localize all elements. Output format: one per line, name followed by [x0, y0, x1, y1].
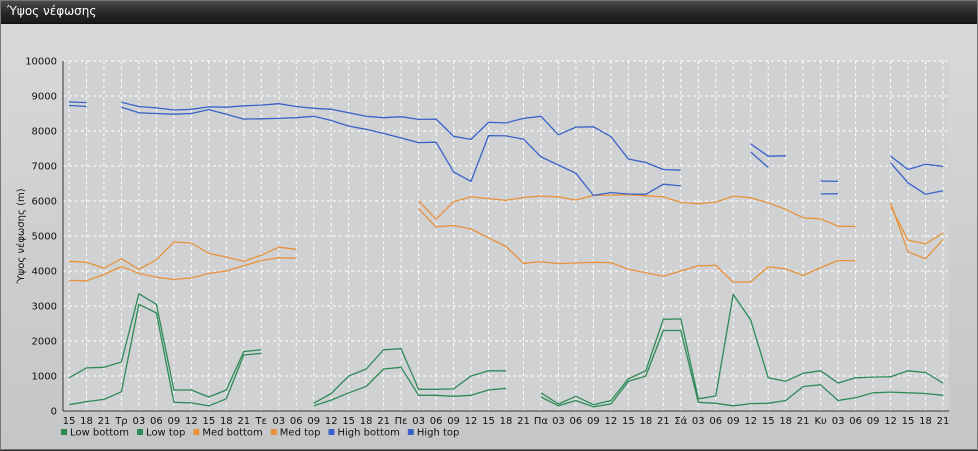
- legend-label: Med top: [280, 428, 321, 439]
- x-tick-label: 03: [412, 416, 425, 427]
- x-tick-label: 21: [237, 416, 250, 427]
- x-tick-label: 18: [220, 416, 233, 427]
- x-tick-label: 18: [360, 416, 373, 427]
- x-tick-label: 12: [884, 416, 897, 427]
- x-tick-label: 18: [80, 416, 93, 427]
- x-tick-label: 21: [657, 416, 670, 427]
- legend-label: Med bottom: [202, 428, 262, 439]
- x-tick-label: 12: [744, 416, 757, 427]
- legend-label: Low top: [146, 428, 185, 439]
- x-tick-label: 09: [587, 416, 600, 427]
- legend-swatch: [193, 429, 199, 435]
- series-line-segment: [69, 102, 87, 103]
- legend-swatch: [61, 429, 67, 435]
- x-tick-label: 09: [307, 416, 320, 427]
- x-tick-label: 18: [779, 416, 792, 427]
- x-tick-label: 06: [570, 416, 583, 427]
- x-tick-label: 03: [133, 416, 146, 427]
- x-tick-label: Πα: [534, 416, 549, 427]
- legend-label: High bottom: [338, 428, 400, 439]
- x-tick-label: 06: [849, 416, 862, 427]
- x-tick-label: 09: [447, 416, 460, 427]
- x-tick-label: 03: [272, 416, 285, 427]
- x-tick-label: 09: [867, 416, 880, 427]
- x-tick-label: 18: [639, 416, 652, 427]
- x-tick-label: 21: [98, 416, 111, 427]
- x-tick-label: Κυ: [814, 416, 827, 427]
- x-tick-label: 18: [919, 416, 932, 427]
- x-tick-label: 06: [150, 416, 163, 427]
- x-tick-label: 09: [727, 416, 740, 427]
- y-tick-label: 0: [51, 407, 57, 418]
- x-tick-label: 03: [552, 416, 565, 427]
- x-tick-label: 06: [290, 416, 303, 427]
- y-tick-label: 3000: [32, 302, 57, 313]
- y-tick-label: 10000: [25, 57, 57, 68]
- y-tick-label: 7000: [32, 162, 57, 173]
- x-tick-label: 15: [63, 416, 76, 427]
- x-tick-label: 09: [168, 416, 181, 427]
- x-tick-label: 06: [709, 416, 722, 427]
- x-tick-label: 21: [797, 416, 810, 427]
- y-axis-label: Ύψος νέφωσης (m): [15, 188, 27, 284]
- x-tick-label: Σά: [674, 415, 687, 427]
- x-tick-label: 12: [185, 416, 198, 427]
- x-tick-label: 03: [692, 416, 705, 427]
- y-tick-label: 6000: [32, 197, 57, 208]
- legend-label: High top: [417, 428, 460, 439]
- x-tick-label: 15: [902, 416, 915, 427]
- y-tick-label: 9000: [32, 92, 57, 103]
- y-tick-label: 5000: [32, 232, 57, 243]
- legend-label: Low bottom: [70, 428, 129, 439]
- x-tick-label: Τε: [255, 416, 268, 427]
- x-tick-label: 12: [325, 416, 338, 427]
- x-tick-label: 18: [500, 416, 513, 427]
- x-tick-label: 06: [430, 416, 443, 427]
- y-tick-label: 2000: [32, 337, 57, 348]
- x-tick-label: 21: [937, 416, 950, 427]
- x-tick-label: 15: [762, 416, 775, 427]
- legend-swatch: [271, 429, 277, 435]
- legend-swatch: [408, 429, 414, 435]
- y-tick-label: 4000: [32, 267, 57, 278]
- legend-swatch: [137, 429, 143, 435]
- x-tick-label: 21: [517, 416, 530, 427]
- x-tick-label: Τρ: [114, 416, 127, 427]
- x-tick-label: 15: [482, 416, 495, 427]
- x-tick-label: 03: [832, 416, 845, 427]
- legend-swatch: [329, 429, 335, 435]
- x-tick-label: 15: [202, 416, 215, 427]
- x-tick-label: 12: [465, 416, 478, 427]
- y-tick-label: 1000: [32, 372, 57, 383]
- x-tick-label: 12: [605, 416, 618, 427]
- x-tick-label: 15: [342, 416, 355, 427]
- x-tick-label: 15: [622, 416, 635, 427]
- x-tick-label: 21: [377, 416, 390, 427]
- y-tick-label: 8000: [32, 127, 57, 138]
- x-tick-label: Πε: [395, 416, 408, 427]
